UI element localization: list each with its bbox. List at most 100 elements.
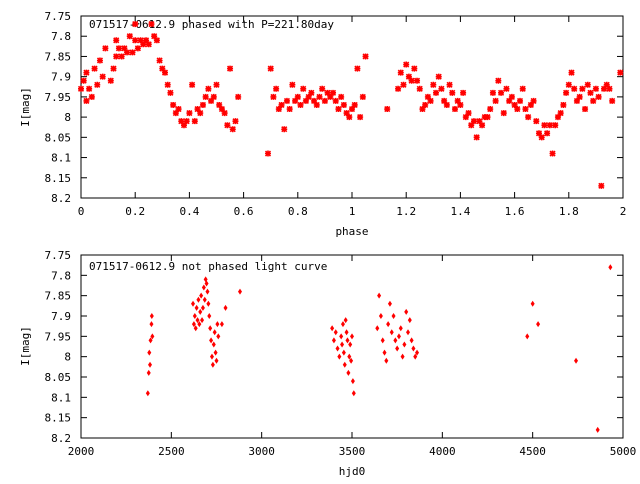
phased-data-point — [224, 122, 231, 129]
unphased-plot-ticks: 2000 2500 3000 3500 4000 4500 5000 7.75 7.8 7.85 7… — [45, 249, 637, 458]
phased-data-point — [568, 69, 575, 76]
unphased-data-point — [347, 353, 352, 360]
phased-ytick-label: 8.05 — [45, 131, 72, 144]
unphased-data-point — [395, 345, 400, 352]
phased-data-point — [197, 110, 204, 117]
phased-data-point — [581, 105, 589, 113]
unphased-plot-title: 071517-0612.9 not phased light curve — [89, 260, 327, 273]
phased-xtick-label: 2 — [620, 205, 627, 218]
unphased-data-point — [330, 325, 335, 332]
phased-data-point — [167, 89, 174, 96]
phased-xtick-label: 1.8 — [559, 205, 579, 218]
phased-data-point — [492, 97, 499, 104]
unphased-data-point — [530, 300, 535, 307]
phased-data-point — [500, 110, 507, 117]
unphased-data-point — [146, 369, 151, 376]
unphased-data-point — [213, 349, 218, 356]
phased-data-point — [484, 114, 491, 121]
phased-data-point — [329, 89, 337, 96]
phased-xtick-label: 1 — [349, 205, 356, 218]
phased-data-point — [164, 81, 171, 88]
unphased-data-point — [196, 296, 201, 303]
phased-data-point — [273, 85, 280, 92]
phased-data-point — [316, 93, 323, 100]
phased-data-point — [384, 105, 391, 113]
unphased-data-point — [389, 329, 394, 336]
unphased-data-point — [407, 317, 412, 324]
phased-data-point — [313, 101, 320, 109]
unphased-data-point — [595, 426, 600, 433]
phased-data-point — [124, 49, 131, 56]
unphased-ytick-label: 8.2 — [51, 432, 71, 445]
phased-data-point — [535, 130, 543, 137]
phased-data-point — [186, 110, 193, 117]
phased-data-point — [286, 105, 293, 113]
phased-data-point — [235, 93, 242, 100]
unphased-data-point — [525, 333, 530, 340]
unphased-plot-xlabel: hjd0 — [339, 465, 366, 478]
phased-data-point — [454, 97, 461, 104]
phased-data-point — [153, 37, 160, 44]
phased-data-point — [319, 85, 326, 92]
unphased-data-point — [350, 333, 354, 340]
phased-data-point — [606, 85, 613, 92]
unphased-data-point — [209, 337, 214, 344]
unphased-xtick-label: 4000 — [429, 445, 456, 458]
phased-data-point — [595, 93, 602, 100]
phased-data-point — [324, 89, 331, 96]
phased-data-point — [357, 114, 364, 121]
unphased-data-point — [208, 325, 213, 332]
phased-data-point — [170, 101, 177, 109]
phased-data-point — [129, 49, 136, 56]
unphased-data-point — [536, 321, 541, 328]
phased-data-point — [351, 101, 358, 109]
unphased-data-point — [335, 345, 340, 352]
unphased-data-point — [378, 313, 383, 319]
unphased-data-point — [209, 353, 214, 360]
unphased-data-point — [343, 317, 348, 324]
phased-data-point — [538, 134, 545, 141]
unphased-data-point — [219, 321, 224, 328]
phased-data-point — [413, 77, 421, 84]
unphased-ytick-label: 8.05 — [45, 371, 72, 384]
phased-data-point — [86, 85, 93, 92]
phased-data-point — [348, 105, 356, 113]
unphased-ytick-label: 7.8 — [51, 269, 71, 282]
phased-xtick-label: 1.2 — [396, 205, 416, 218]
phased-data-point — [226, 65, 234, 72]
unphased-data-point — [211, 341, 216, 348]
phased-data-point — [180, 122, 188, 129]
phased-data-point — [126, 33, 133, 40]
phased-data-point — [519, 85, 526, 92]
unphased-data-point — [223, 304, 228, 311]
phased-ytick-label: 7.9 — [51, 71, 71, 84]
phased-data-point — [541, 122, 548, 129]
unphased-data-point — [150, 333, 155, 340]
phased-data-point — [592, 85, 599, 92]
unphased-data-point — [193, 325, 198, 332]
phased-data-point — [142, 37, 150, 44]
unphased-ytick-label: 7.95 — [45, 330, 72, 343]
unphased-data-point — [574, 357, 579, 364]
phased-data-point — [487, 105, 494, 113]
unphased-data-point — [346, 369, 351, 376]
phased-data-point — [419, 105, 426, 113]
unphased-data-point — [337, 353, 342, 360]
unphased-data-point — [344, 329, 349, 336]
phased-data-point — [213, 81, 220, 88]
phased-data-point — [495, 77, 502, 84]
phased-data-point — [99, 73, 106, 80]
phased-data-point — [549, 150, 556, 157]
phased-data-point — [479, 122, 486, 129]
phased-data-point — [400, 81, 407, 88]
phased-data-point — [229, 126, 236, 133]
unphased-data-point — [200, 304, 205, 311]
phased-data-point — [560, 101, 567, 109]
phased-data-point — [451, 105, 459, 113]
phased-data-point — [202, 93, 209, 100]
phased-data-point — [221, 110, 228, 117]
phased-data-point — [161, 69, 169, 76]
phased-data-point — [292, 97, 299, 104]
unphased-data-point — [415, 349, 420, 356]
